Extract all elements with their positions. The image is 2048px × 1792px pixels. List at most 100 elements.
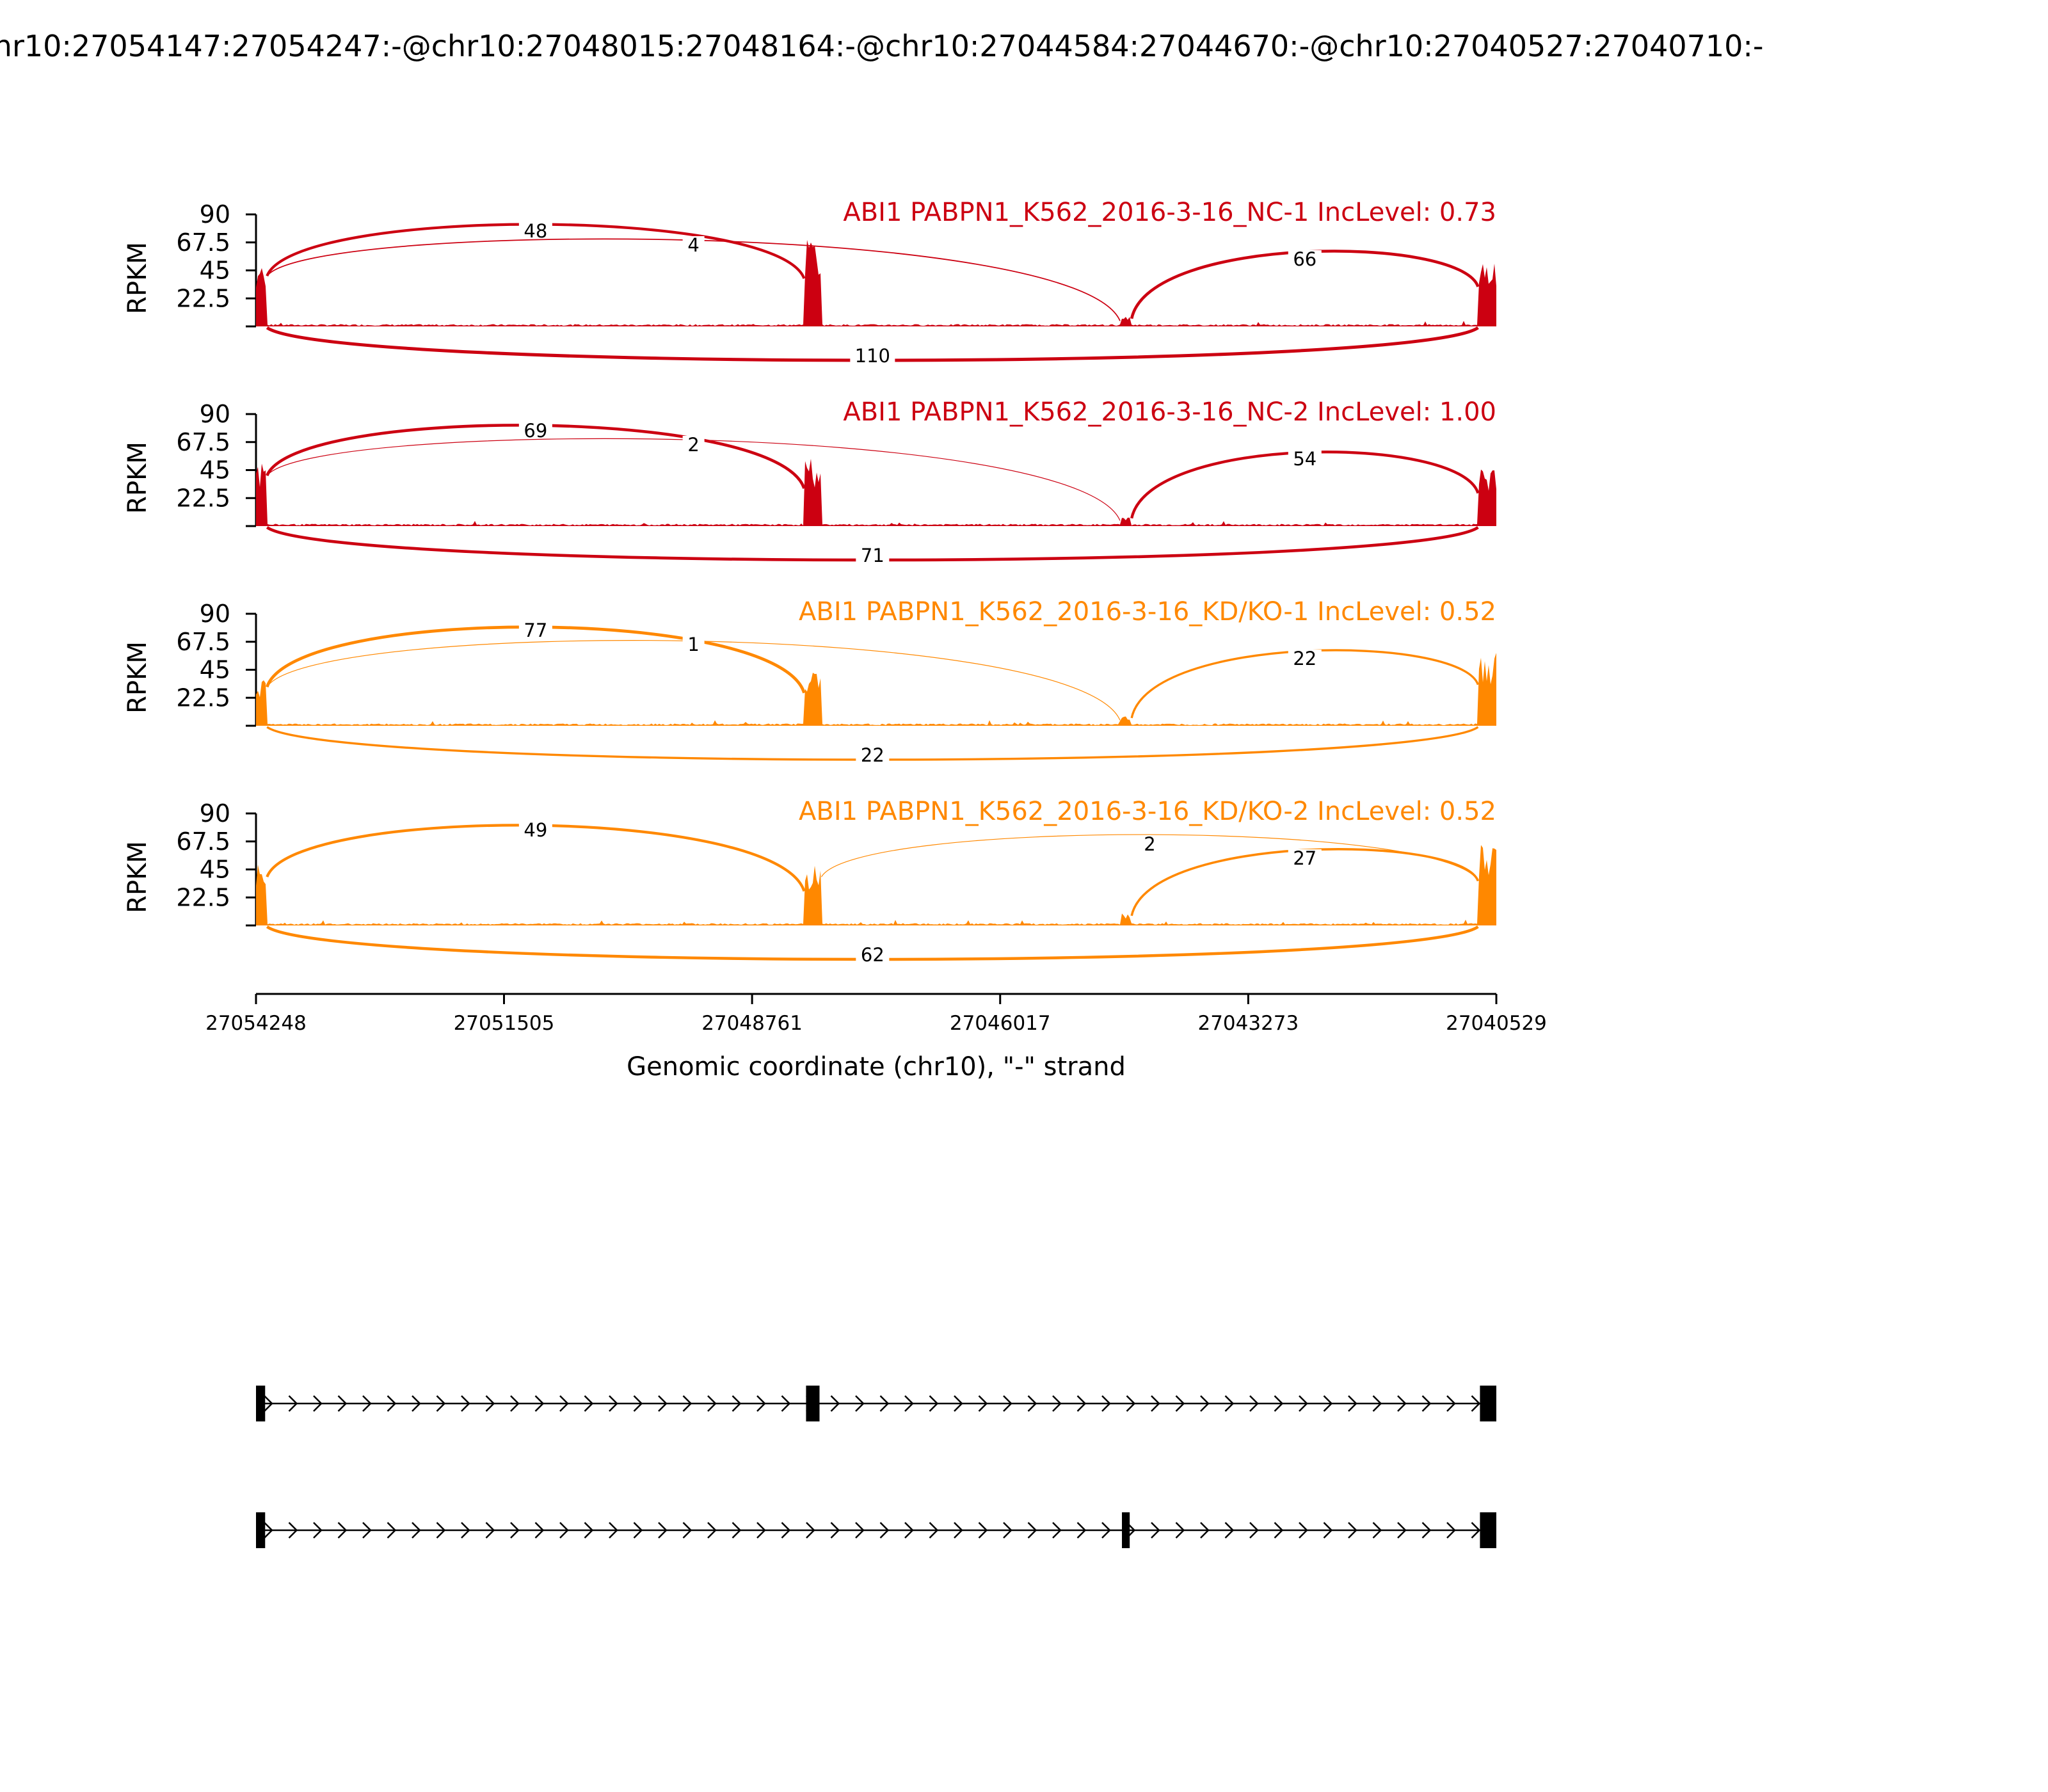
junction-read-count: 2 [1144,833,1155,855]
strand-arrow [1076,1395,1087,1412]
strand-arrow [534,1522,545,1539]
strand-arrow [1348,1522,1357,1539]
strand-arrow [732,1522,742,1539]
strand-arrow [387,1395,397,1412]
junction-label-bg [682,236,705,255]
strand-arrow [1323,1522,1333,1539]
sample-title: ABI1 PABPN1_K562_2016-3-16_NC-1 IncLevel… [843,198,1496,227]
strand-arrow [1397,1522,1407,1539]
junction-label-bg [682,636,705,655]
strand-arrow [1175,1522,1185,1539]
strand-arrow [855,1395,865,1412]
strand-arrow [264,1522,273,1539]
strand-arrow [658,1395,668,1412]
strand-arrow [682,1522,692,1539]
strand-arrow [1299,1395,1308,1412]
junction-label-bg [856,946,890,965]
strand-arrow [1151,1522,1160,1539]
y-tick-label: 45 [200,856,230,884]
strand-arrow [313,1395,323,1412]
isoform-model [256,1512,1496,1548]
strand-arrow [1397,1395,1407,1412]
strand-arrow [412,1395,421,1412]
strand-arrow [609,1395,618,1412]
strand-arrow [1299,1522,1308,1539]
strand-arrow [756,1522,766,1539]
strand-arrow [879,1395,890,1412]
y-tick-label: 22.5 [176,684,230,712]
strand-arrow [313,1522,323,1539]
junction-label-bg [1139,835,1161,854]
strand-arrow [461,1395,470,1412]
strand-arrow [1446,1395,1456,1412]
strand-arrow [288,1395,298,1412]
exon-block [256,1512,266,1548]
strand-arrow [337,1395,348,1412]
strand-arrow [510,1522,520,1539]
strand-arrow [362,1395,372,1412]
junction-label-bg [1288,650,1322,669]
y-tick-label: 90 [200,799,230,828]
strand-arrow [1076,1522,1087,1539]
strand-arrow [954,1395,963,1412]
strand-arrow [1052,1395,1062,1412]
strand-arrow [1421,1395,1432,1412]
junction-read-count: 110 [855,345,890,367]
junction-read-count: 62 [861,944,884,966]
strand-arrow [412,1522,421,1539]
junction-read-count: 71 [861,545,884,566]
strand-arrow [781,1395,791,1412]
strand-arrow [633,1522,643,1539]
strand-arrow [1471,1522,1481,1539]
strand-arrow [1471,1395,1481,1412]
junction-label-bg [856,547,890,566]
strand-arrow [855,1522,865,1539]
strand-arrow [461,1522,470,1539]
y-tick-label: 90 [200,400,230,428]
y-tick-label: 67.5 [176,828,230,856]
strand-arrow [830,1522,840,1539]
junction-read-count: 4 [687,234,699,256]
y-tick-label: 67.5 [176,228,230,257]
strand-arrow [1052,1522,1062,1539]
y-tick-label: 90 [200,200,230,228]
junction-read-count: 49 [524,819,547,841]
strand-arrow [559,1522,569,1539]
strand-arrow [387,1522,397,1539]
y-axis-label: RPKM [123,242,152,314]
strand-arrow [1421,1522,1432,1539]
x-tick-label: 27040529 [1446,1012,1547,1035]
x-tick-label: 27051505 [454,1012,555,1035]
strand-arrow [584,1395,594,1412]
junction-read-count: 22 [1293,648,1316,669]
strand-arrow [485,1395,495,1412]
strand-arrow [1274,1522,1284,1539]
junction-read-count: 54 [1293,448,1316,470]
x-axis: 27054248 27051505 27048761 27046017 27043273… [205,993,1547,1035]
sample-title: ABI1 PABPN1_K562_2016-3-16_KD/KO-2 IncLe… [799,797,1496,826]
junction-label-bg [518,621,552,641]
strand-arrow [534,1395,545,1412]
y-tick-label: 67.5 [176,428,230,456]
x-tick-label: 27054248 [205,1012,307,1035]
strand-arrow [929,1522,939,1539]
strand-arrow [288,1522,298,1539]
y-axis-label: RPKM [123,442,152,514]
strand-arrow [1224,1522,1235,1539]
strand-arrow [682,1395,692,1412]
strand-arrow [485,1522,495,1539]
y-axis-label: RPKM [123,641,152,714]
x-tick-label: 27043273 [1197,1012,1299,1035]
junction-read-count: 22 [861,744,884,766]
strand-arrow [1200,1395,1210,1412]
junction-read-count: 77 [524,620,547,641]
strand-arrow [978,1395,988,1412]
strand-arrow [559,1395,569,1412]
y-tick-label: 67.5 [176,628,230,656]
junction-read-count: 27 [1293,847,1316,869]
strand-arrow [436,1522,446,1539]
